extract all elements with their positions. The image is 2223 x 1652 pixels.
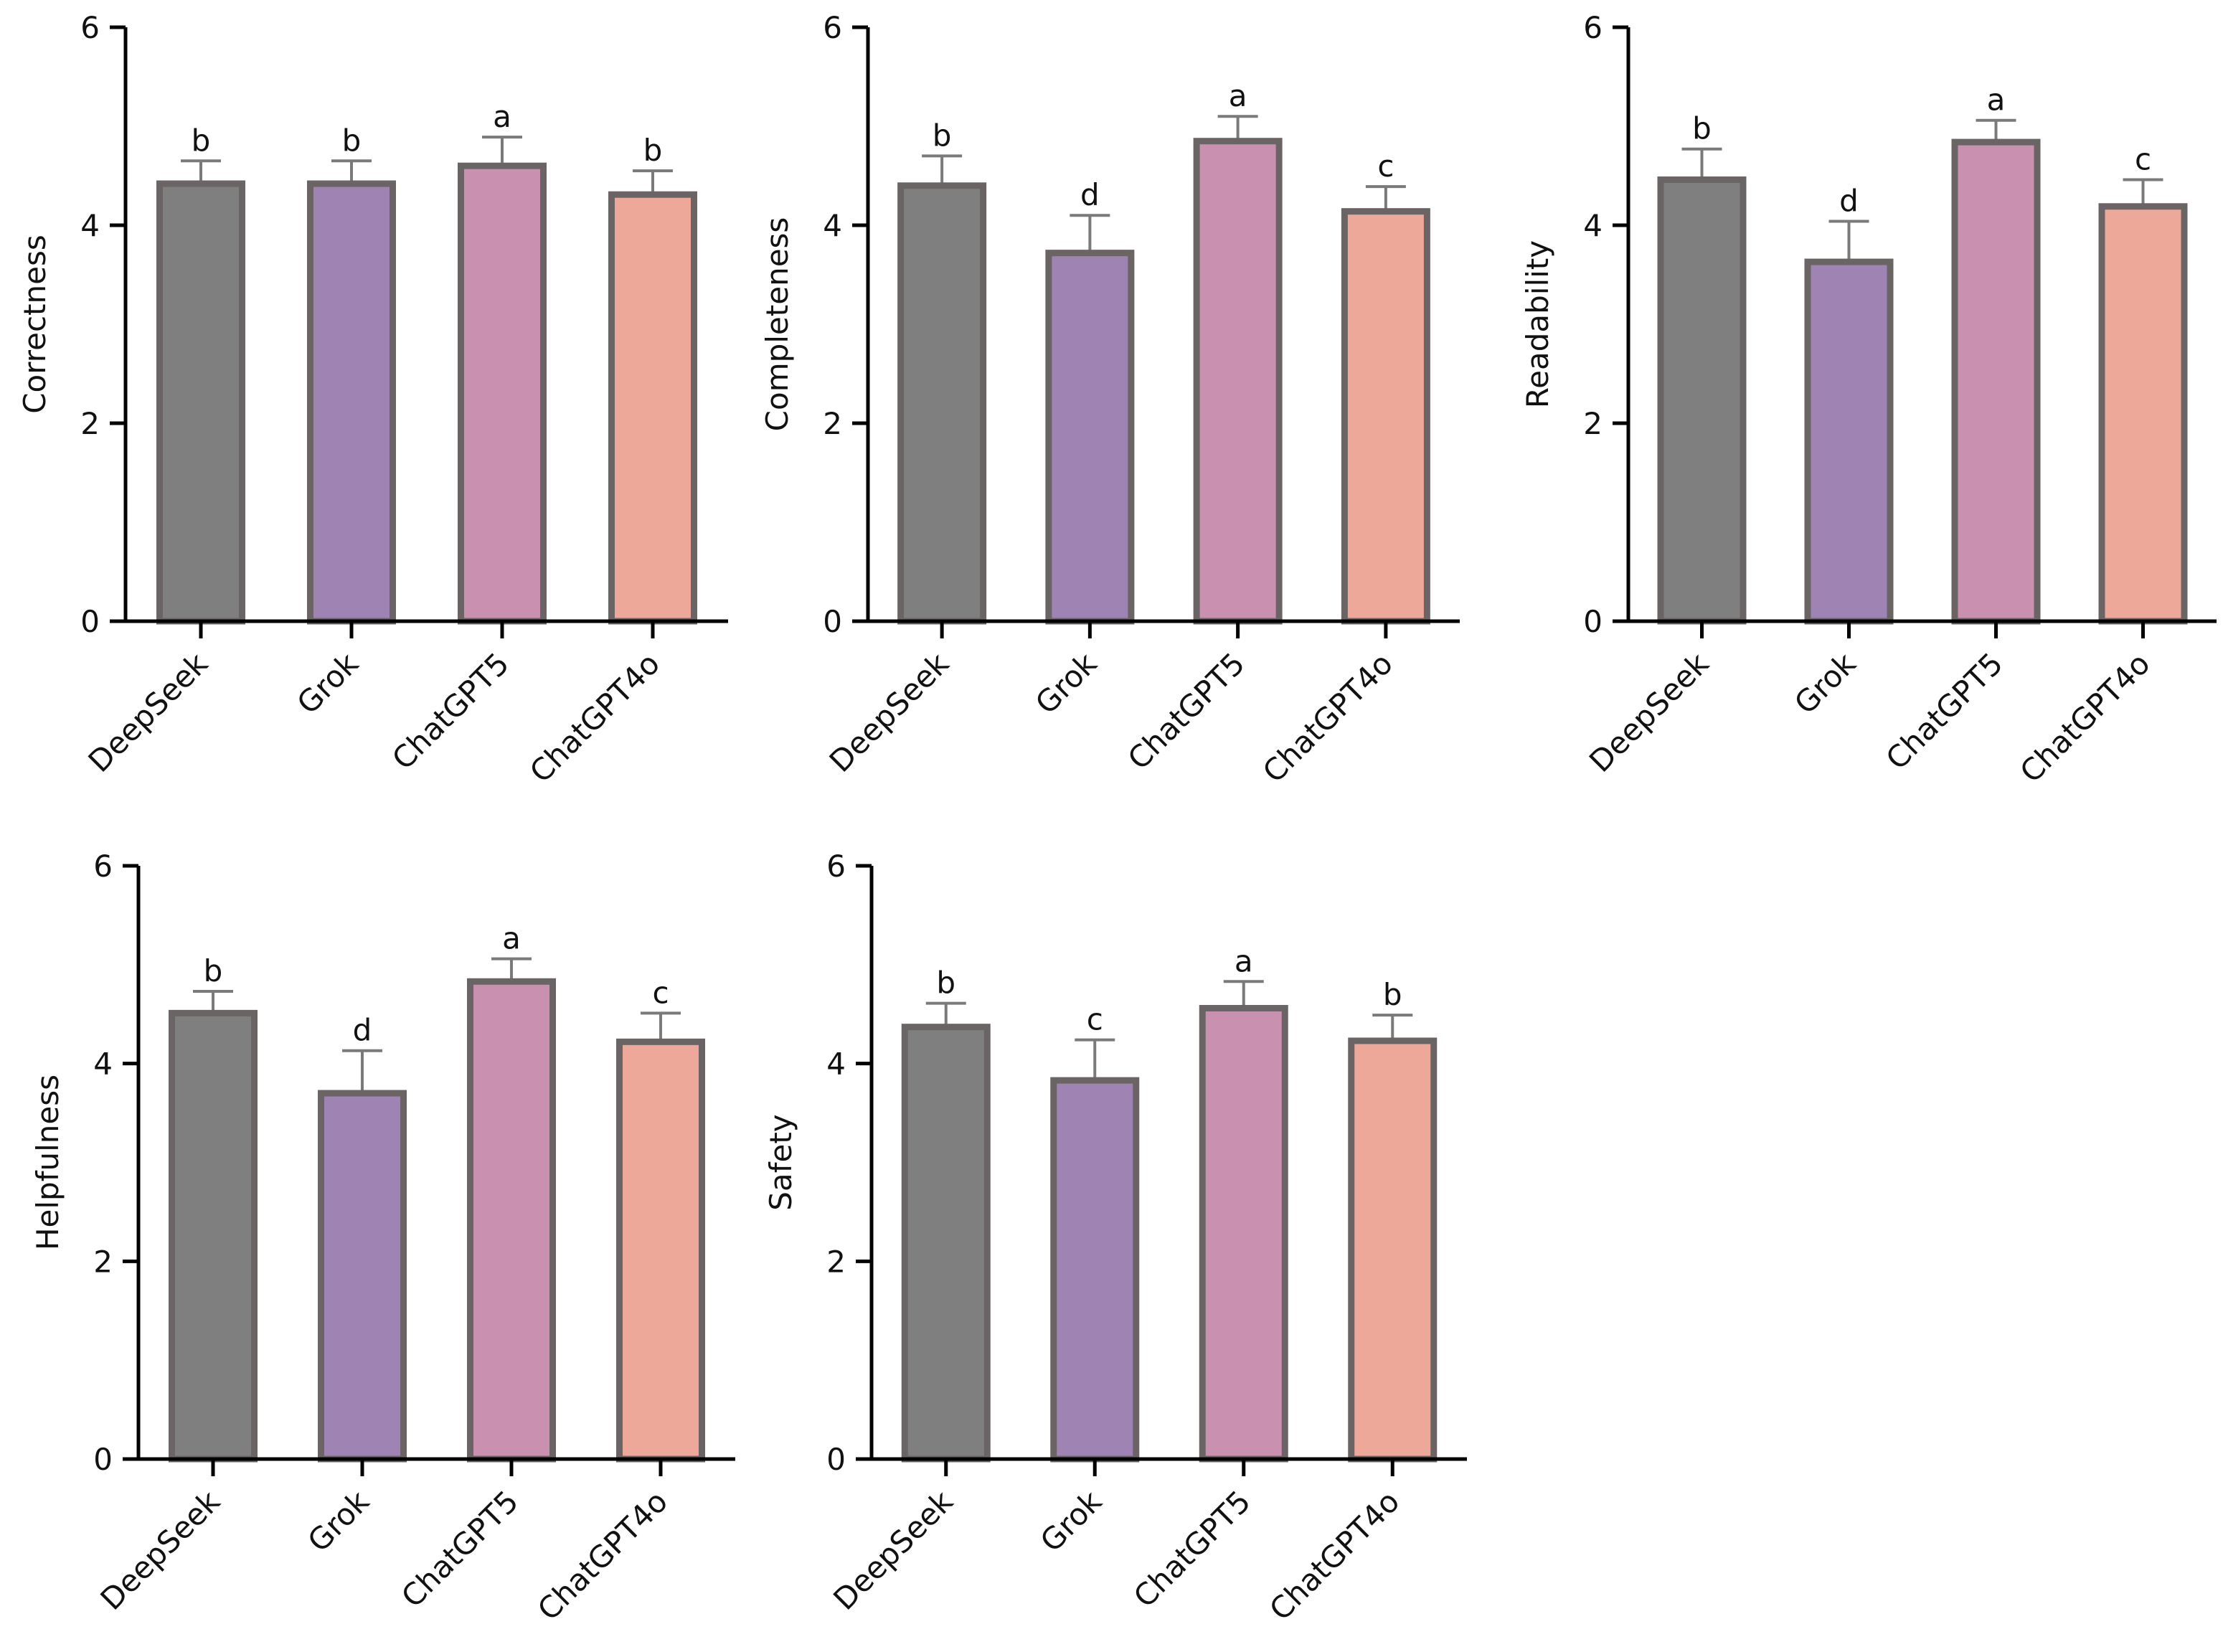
bar-chatgpt4o [616, 1038, 705, 1463]
chart-panel-completeness: b DeepSeek d Grok a ChatGPT5 c ChatGPT4o 0 2 4 6 Com… [760, 10, 1460, 790]
category-label: DeepSeek [826, 1483, 960, 1617]
y-tick-label: 0 [1583, 604, 1603, 639]
bar-grok [1804, 258, 1894, 625]
significance-letter: a [1987, 82, 2006, 118]
bar-chatgpt5 [467, 978, 556, 1463]
category-label: ChatGPT4o [1262, 1483, 1406, 1627]
bar-chatgpt5 [458, 162, 547, 625]
significance-letter: a [1229, 78, 1247, 113]
category-label: Grok [1029, 646, 1104, 721]
y-axis-title: Helpfulness [30, 1075, 65, 1250]
category-label: ChatGPT5 [395, 1483, 525, 1614]
bar-chatgpt5 [1199, 1004, 1288, 1463]
y-axis-title: Readability [1520, 240, 1555, 408]
bar-grok [318, 1090, 407, 1463]
significance-letter: b [936, 966, 955, 1001]
chart-panel-helpfulness: b DeepSeek d Grok a ChatGPT5 c ChatGPT4o 0 2 4 6 Hel… [30, 849, 735, 1628]
y-axis-title: Correctness [17, 235, 52, 414]
y-tick-label: 4 [80, 208, 100, 243]
bar-chatgpt4o [2098, 203, 2188, 625]
y-tick-label: 6 [1583, 10, 1603, 45]
bar-chatgpt5 [1193, 138, 1283, 625]
significance-letter: a [1235, 943, 1253, 978]
significance-letter: b [1692, 111, 1712, 146]
bar-deepseek [156, 180, 245, 625]
y-tick-label: 6 [826, 849, 846, 884]
y-tick-label: 0 [826, 1442, 846, 1477]
significance-letter: a [502, 921, 521, 956]
y-tick-label: 0 [80, 604, 100, 639]
category-label: ChatGPT4o [531, 1483, 674, 1627]
category-label: ChatGPT4o [1256, 646, 1400, 789]
category-label: DeepSeek [94, 1483, 227, 1617]
category-label: ChatGPT5 [1127, 1483, 1257, 1614]
y-tick-label: 0 [823, 604, 842, 639]
category-label: Grok [290, 646, 365, 721]
bar-grok [307, 180, 396, 625]
y-tick-label: 4 [826, 1047, 846, 1082]
y-tick-label: 2 [1583, 406, 1603, 441]
significance-letter: b [342, 123, 362, 158]
significance-letter: c [1087, 1002, 1103, 1037]
bar-deepseek [901, 1024, 991, 1463]
chart-panel-correctness: b DeepSeek b Grok a ChatGPT5 b ChatGPT4o 0 2 4 6 Cor… [17, 10, 728, 790]
bar-deepseek [897, 182, 987, 625]
bar-deepseek [169, 1009, 258, 1463]
y-tick-label: 4 [1583, 208, 1603, 243]
y-tick-label: 6 [80, 10, 100, 45]
significance-letter: c [652, 975, 669, 1010]
category-label: Grok [1034, 1483, 1109, 1559]
y-tick-label: 2 [80, 406, 100, 441]
category-label: Grok [1788, 646, 1863, 721]
y-axis-title: Completeness [760, 217, 795, 432]
bar-chatgpt4o [1348, 1037, 1438, 1463]
category-label: DeepSeek [1582, 646, 1716, 779]
significance-letter: b [643, 133, 663, 168]
significance-letter: d [353, 1013, 372, 1048]
significance-letter: b [192, 123, 211, 158]
y-tick-label: 0 [93, 1442, 113, 1477]
chart-panel-readability: b DeepSeek d Grok a ChatGPT5 c ChatGPT4o 0 2 4 6 Rea… [1520, 10, 2217, 790]
bar-chatgpt4o [608, 191, 697, 625]
y-tick-label: 2 [93, 1244, 113, 1279]
category-label: DeepSeek [82, 646, 215, 779]
y-tick-label: 4 [823, 208, 842, 243]
y-tick-label: 6 [93, 849, 113, 884]
y-tick-label: 2 [826, 1244, 846, 1279]
significance-letter: b [1383, 977, 1402, 1012]
significance-letter: b [933, 118, 952, 153]
chart-panel-safety: b DeepSeek c Grok a ChatGPT5 b ChatGPT4o 0 2 4 6 Saf… [763, 849, 1467, 1628]
y-axis-title: Safety [763, 1114, 798, 1210]
category-label: Grok [301, 1483, 376, 1559]
y-tick-label: 6 [823, 10, 842, 45]
significance-letter: c [2135, 142, 2151, 177]
significance-letter: c [1377, 148, 1394, 184]
y-tick-label: 2 [823, 406, 842, 441]
bar-grok [1045, 250, 1135, 625]
significance-letter: d [1839, 183, 1859, 218]
significance-letter: d [1080, 177, 1100, 212]
category-label: ChatGPT5 [1121, 646, 1252, 776]
significance-letter: a [493, 99, 511, 134]
category-label: DeepSeek [823, 646, 956, 779]
bar-deepseek [1657, 176, 1747, 625]
category-label: ChatGPT4o [523, 646, 666, 789]
bar-chatgpt5 [1951, 138, 2041, 625]
y-tick-label: 4 [93, 1047, 113, 1082]
significance-letter: b [204, 953, 223, 988]
bar-chatgpt4o [1341, 208, 1430, 625]
bar-grok [1050, 1077, 1140, 1463]
category-label: ChatGPT5 [385, 646, 516, 776]
category-label: ChatGPT5 [1879, 646, 2010, 776]
category-label: ChatGPT4o [2013, 646, 2156, 789]
